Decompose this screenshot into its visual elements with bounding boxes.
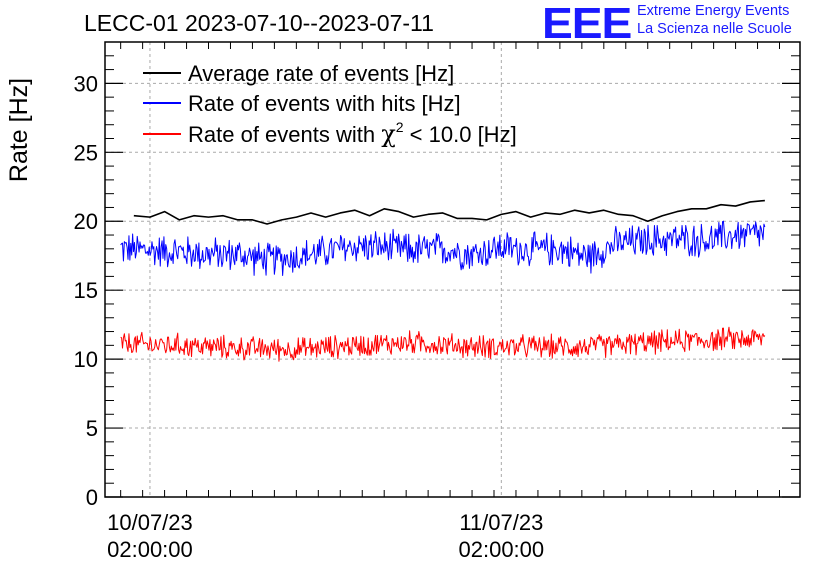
x-tick-label-date: 10/07/23	[107, 510, 193, 535]
legend-label-chi2: Rate of events with χ2 < 10.0 [Hz]	[188, 119, 517, 148]
series-layer	[120, 199, 766, 362]
legend-label-average: Average rate of events [Hz]	[188, 61, 454, 86]
y-tick-labels: 0 5 10 15 20 25 30	[74, 71, 98, 510]
legend: Average rate of events [Hz] Rate of even…	[143, 61, 517, 148]
y-tick-label: 0	[86, 485, 98, 510]
logo-caption-line-2: La Scienza nelle Scuole	[637, 20, 792, 37]
y-tick-label: 10	[74, 347, 98, 372]
y-tick-label: 20	[74, 209, 98, 234]
legend-chi2-prefix: Rate of events with	[188, 122, 381, 147]
y-tick-label: 5	[86, 416, 98, 441]
y-tick-label: 25	[74, 140, 98, 165]
series-line-0	[133, 199, 765, 225]
x-tick-label-time: 02:00:00	[459, 537, 545, 562]
eee-logo: EEE	[542, 0, 632, 48]
series-line-1	[120, 220, 766, 276]
y-axis-title: Rate [Hz]	[5, 78, 33, 182]
y-tick-label: 30	[74, 71, 98, 96]
logo-caption: Extreme Energy Events La Scienza nelle S…	[637, 3, 792, 38]
chart-title: LECC-01 2023-07-10--2023-07-11	[84, 10, 434, 36]
x-tick-label-date: 11/07/23	[459, 510, 543, 535]
legend-chi2-suffix: < 10.0 [Hz]	[404, 122, 517, 147]
logo-caption-line-1: Extreme Energy Events	[637, 3, 790, 19]
axis-ticks	[105, 41, 800, 498]
legend-label-hits: Rate of events with hits [Hz]	[188, 91, 461, 116]
plot-frame	[104, 41, 801, 498]
x-tick-label-time: 02:00:00	[107, 537, 193, 562]
legend-chi2-symbol: χ	[381, 120, 396, 148]
y-tick-label: 15	[74, 278, 98, 303]
grid-lines	[105, 42, 800, 497]
legend-chi2-superscript: 2	[396, 119, 404, 135]
series-line-2	[120, 326, 766, 362]
